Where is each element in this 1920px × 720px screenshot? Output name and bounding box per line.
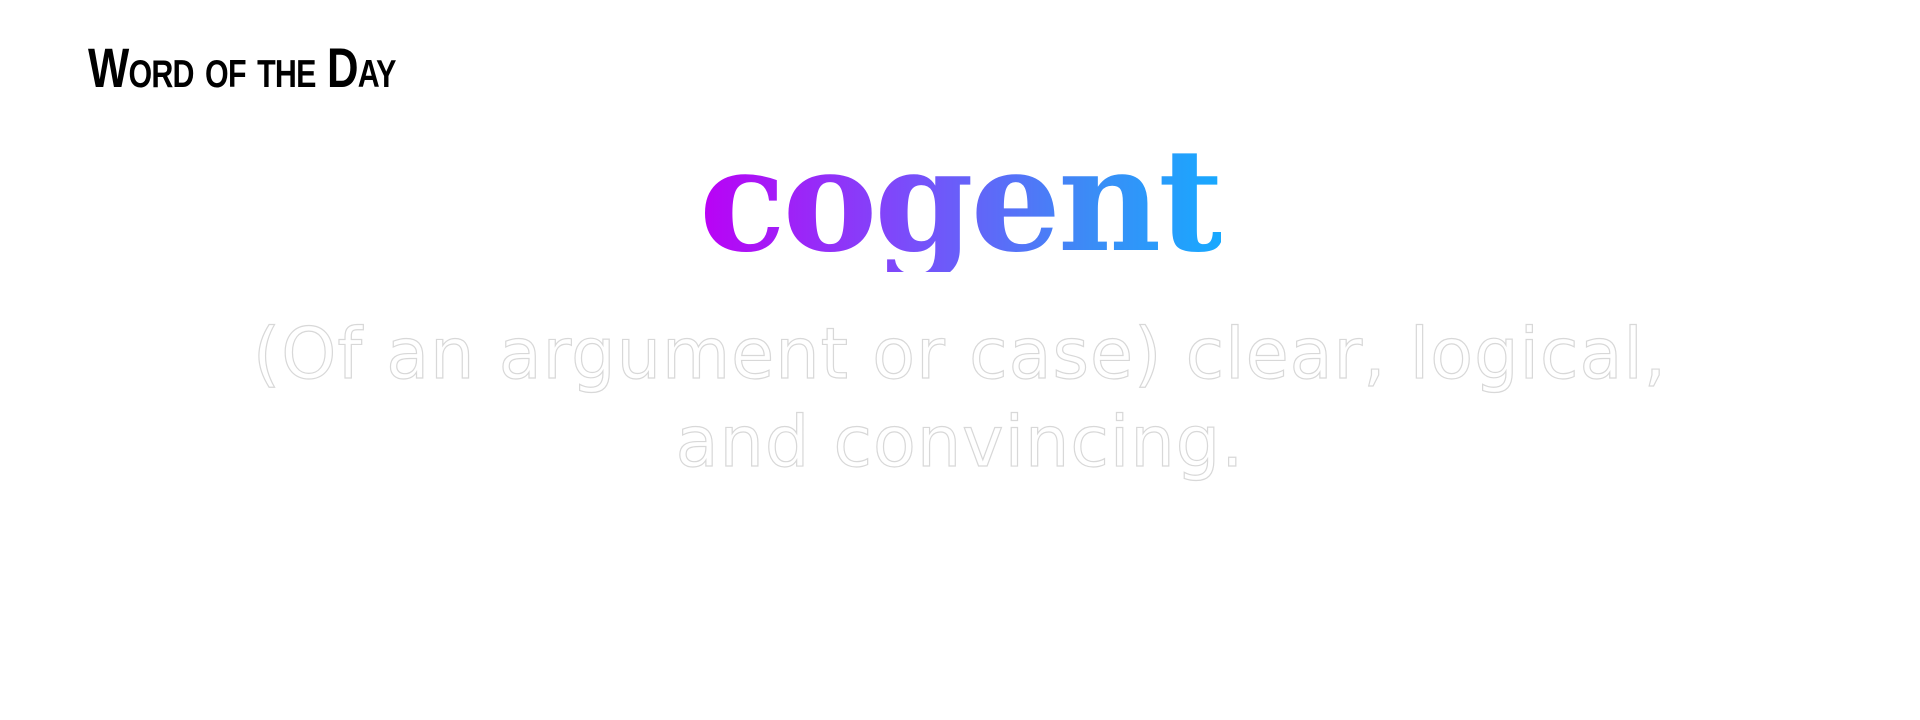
featured-word-text: cogent — [699, 118, 1224, 284]
featured-word: cogent — [0, 130, 1920, 272]
word-definition: (Of an argument or case) clear, logical,… — [252, 312, 1668, 483]
page-title: Word of the Day — [88, 36, 396, 99]
